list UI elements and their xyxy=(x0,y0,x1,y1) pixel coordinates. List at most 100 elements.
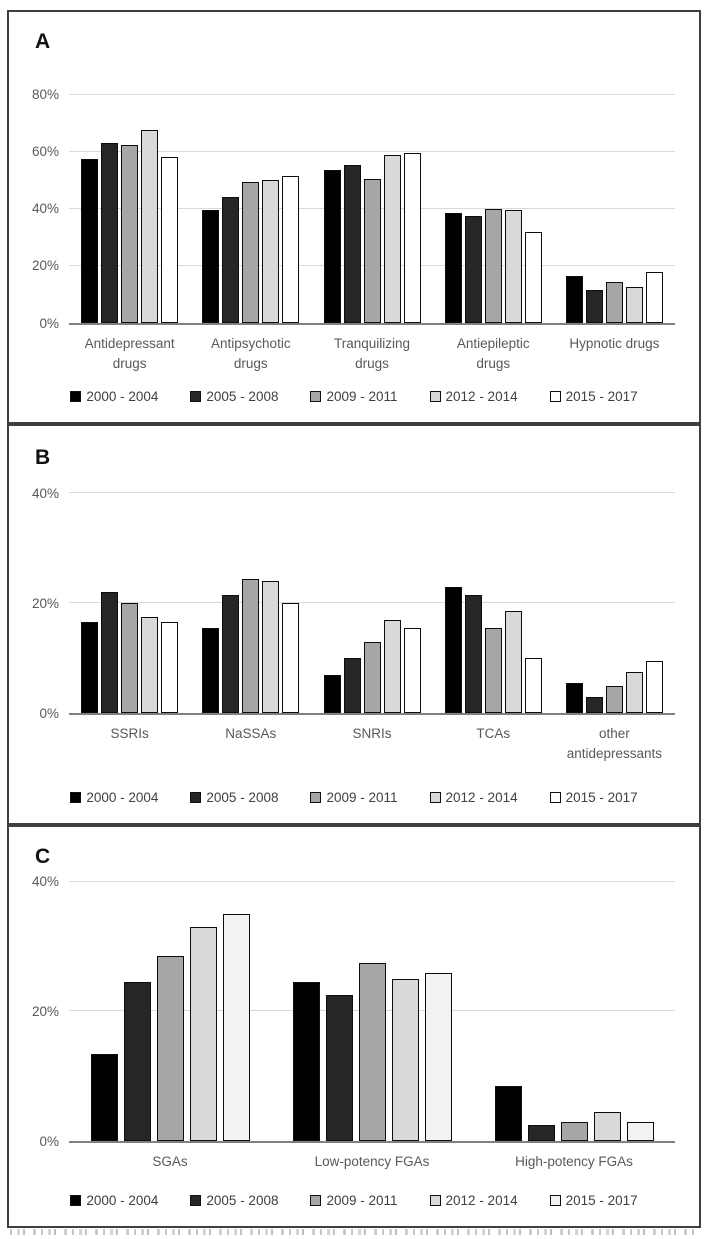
cropped-caption-strip xyxy=(10,1229,698,1235)
y-axis-tick-label: 60% xyxy=(31,143,59,159)
y-axis-tick-label: 0% xyxy=(39,315,59,331)
bar xyxy=(121,603,139,713)
panel-b: B 0% 20% 40% SSRIs NaSSAs SNRIs TCAs other ant… xyxy=(7,424,701,825)
bar-group xyxy=(433,455,554,713)
bar xyxy=(585,290,603,323)
bar xyxy=(560,1121,588,1141)
bar xyxy=(403,153,421,323)
category-label: Low-potency FGAs xyxy=(314,1154,430,1169)
legend-swatch xyxy=(549,1195,561,1206)
bar xyxy=(282,175,300,323)
bar xyxy=(323,674,341,713)
legend-item: 2000 - 2004 xyxy=(70,790,158,805)
legend-swatch xyxy=(429,391,441,402)
bar xyxy=(593,1111,621,1141)
legend-swatch xyxy=(190,792,202,803)
legend-swatch xyxy=(190,1195,202,1206)
bar xyxy=(645,271,663,323)
panel-c-chart: 0% 20% 40% SGAs Low-potency FGAs High-potenc… xyxy=(9,827,699,1226)
bar xyxy=(141,130,159,323)
legend-item: 2000 - 2004 xyxy=(70,1193,158,1208)
panel-c: C 0% 20% 40% SGAs Low-potency FGAs High-pote… xyxy=(7,825,701,1228)
category-label: High-potency FGAs xyxy=(515,1154,633,1169)
category-label: Antipsychotic drugs xyxy=(211,336,291,372)
bar-group xyxy=(190,66,311,323)
panel-a-chart: 0% 20% 40% 60% 80% Antidepressant drugs Antip… xyxy=(9,12,699,422)
bar-group xyxy=(271,856,473,1141)
bar-group xyxy=(311,455,432,713)
legend-swatch xyxy=(70,792,82,803)
gridline-60pct xyxy=(69,150,675,152)
legend-item: 2005 - 2008 xyxy=(190,1193,278,1208)
bar xyxy=(242,578,260,713)
bar xyxy=(625,671,643,713)
legend-label: 2009 - 2011 xyxy=(326,790,398,805)
panel-a-category-labels: Antidepressant drugs Antipsychotic drugs T… xyxy=(69,334,675,375)
legend-label: 2009 - 2011 xyxy=(326,389,398,404)
bar xyxy=(81,622,99,713)
bar xyxy=(262,581,280,713)
y-axis-tick-label: 20% xyxy=(31,595,59,611)
bar xyxy=(565,275,583,323)
panel-a-legend: 2000 - 2004 2005 - 2008 2009 - 2011 2012 - … xyxy=(9,389,699,422)
gridline-80pct xyxy=(69,93,675,95)
legend-swatch xyxy=(310,1195,322,1206)
legend-item: 2015 - 2017 xyxy=(549,389,638,404)
bar xyxy=(403,627,421,713)
category-label: Antidepressant drugs xyxy=(84,336,175,372)
bar xyxy=(325,995,353,1141)
legend-item: 2012 - 2014 xyxy=(429,790,518,805)
category-label: NaSSAs xyxy=(225,726,277,741)
category-label: SGAs xyxy=(152,1154,188,1169)
bar xyxy=(645,660,663,713)
bar xyxy=(323,170,341,323)
bar xyxy=(383,619,401,713)
bar xyxy=(292,982,320,1141)
bar xyxy=(161,622,179,713)
bar xyxy=(424,972,452,1141)
y-axis-tick-label: 80% xyxy=(31,86,59,102)
y-axis-tick-label: 0% xyxy=(39,1133,59,1149)
legend-swatch xyxy=(549,792,561,803)
legend-swatch xyxy=(190,391,202,402)
legend-swatch xyxy=(70,391,82,402)
panel-b-plot-area: 0% 20% 40% xyxy=(32,455,675,719)
bar xyxy=(202,210,220,323)
bar xyxy=(156,956,184,1141)
bar xyxy=(123,982,151,1141)
legend-label: 2012 - 2014 xyxy=(445,389,518,404)
bar xyxy=(358,962,386,1141)
legend-label: 2005 - 2008 xyxy=(206,389,279,404)
bar xyxy=(343,164,361,323)
bar xyxy=(444,213,462,323)
legend-item: 2009 - 2011 xyxy=(310,790,398,805)
legend-swatch xyxy=(429,792,441,803)
bar xyxy=(391,979,419,1141)
legend-swatch xyxy=(429,1195,441,1206)
legend-swatch xyxy=(549,391,561,402)
bar-group xyxy=(433,66,554,323)
bar xyxy=(189,927,217,1141)
bar xyxy=(565,682,583,713)
legend-label: 2000 - 2004 xyxy=(86,1193,159,1208)
legend-item: 2009 - 2011 xyxy=(310,389,398,404)
category-label: Tranquilizing drugs xyxy=(333,336,411,372)
panel-c-label: C xyxy=(35,845,51,868)
category-label: TCAs xyxy=(476,726,511,741)
legend-swatch xyxy=(310,391,322,402)
bar xyxy=(484,627,502,713)
bar-group xyxy=(554,455,675,713)
bar xyxy=(202,627,220,713)
bar xyxy=(90,1053,118,1141)
bar xyxy=(464,594,482,713)
legend-item: 2012 - 2014 xyxy=(429,1193,518,1208)
bar xyxy=(383,154,401,323)
bar-group xyxy=(69,455,190,713)
bar xyxy=(524,231,542,323)
bar xyxy=(585,696,603,713)
bar xyxy=(484,208,502,323)
bar xyxy=(464,215,482,323)
bar xyxy=(282,603,300,713)
legend-item: 2012 - 2014 xyxy=(429,389,518,404)
